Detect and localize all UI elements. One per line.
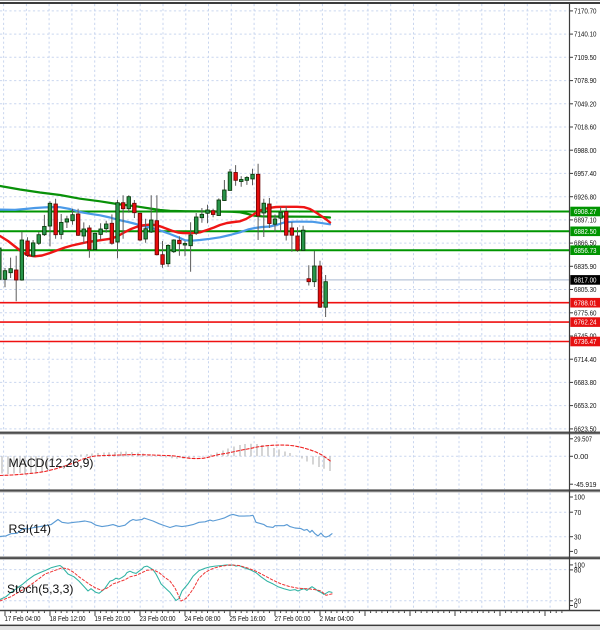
svg-text:18 Feb 12:00: 18 Feb 12:00 — [50, 614, 86, 623]
svg-text:80: 80 — [574, 566, 581, 575]
svg-text:17 Feb 04:00: 17 Feb 04:00 — [5, 614, 41, 623]
svg-text:7170.70: 7170.70 — [574, 7, 597, 16]
svg-text:6897.10: 6897.10 — [574, 216, 597, 225]
svg-text:100: 100 — [574, 561, 585, 570]
svg-text:6856.73: 6856.73 — [574, 246, 597, 255]
svg-text:25 Feb 16:00: 25 Feb 16:00 — [230, 614, 266, 623]
svg-text:7049.20: 7049.20 — [574, 99, 597, 108]
svg-text:0: 0 — [574, 601, 578, 610]
svg-text:24 Feb 08:00: 24 Feb 08:00 — [185, 614, 221, 623]
svg-text:100: 100 — [574, 493, 585, 502]
svg-text:7109.50: 7109.50 — [574, 53, 597, 62]
svg-text:RSI(14): RSI(14) — [9, 522, 52, 536]
svg-text:6817.00: 6817.00 — [574, 276, 597, 285]
svg-text:30: 30 — [574, 532, 581, 541]
svg-text:2 Mar 04:00: 2 Mar 04:00 — [320, 614, 354, 623]
svg-text:23 Feb 00:00: 23 Feb 00:00 — [140, 614, 176, 623]
svg-text:6988.00: 6988.00 — [574, 146, 597, 155]
svg-text:MACD(12,26,9): MACD(12,26,9) — [9, 456, 94, 470]
svg-text:19 Feb 20:00: 19 Feb 20:00 — [95, 614, 131, 623]
svg-text:0: 0 — [574, 547, 578, 556]
svg-text:7018.60: 7018.60 — [574, 123, 597, 132]
svg-text:6805.30: 6805.30 — [574, 285, 597, 294]
svg-text:6882.50: 6882.50 — [574, 227, 597, 236]
svg-text:29.507: 29.507 — [574, 434, 592, 443]
svg-text:6745.00: 6745.00 — [574, 332, 597, 341]
svg-text:7140.10: 7140.10 — [574, 30, 597, 39]
svg-text:6653.20: 6653.20 — [574, 401, 597, 410]
svg-text:6623.50: 6623.50 — [574, 425, 597, 434]
svg-text:6762.24: 6762.24 — [574, 318, 597, 327]
svg-text:7078.90: 7078.90 — [574, 76, 597, 85]
svg-text:6835.90: 6835.90 — [574, 262, 597, 271]
svg-text:0.00: 0.00 — [574, 452, 588, 461]
svg-text:27 Feb 00:00: 27 Feb 00:00 — [275, 614, 311, 623]
svg-text:20: 20 — [574, 596, 581, 605]
svg-text:6866.50: 6866.50 — [574, 239, 597, 248]
svg-text:Stoch(5,3,3): Stoch(5,3,3) — [7, 582, 74, 596]
svg-text:6736.47: 6736.47 — [574, 337, 597, 346]
svg-text:6908.27: 6908.27 — [574, 207, 597, 216]
svg-text:6788.01: 6788.01 — [574, 298, 597, 307]
svg-text:6714.40: 6714.40 — [574, 355, 597, 364]
svg-text:6926.80: 6926.80 — [574, 192, 597, 201]
svg-text:-45.919: -45.919 — [574, 480, 597, 489]
svg-text:70: 70 — [574, 508, 581, 517]
svg-text:6683.80: 6683.80 — [574, 378, 597, 387]
svg-text:6775.60: 6775.60 — [574, 308, 597, 317]
svg-text:6957.40: 6957.40 — [574, 169, 597, 178]
